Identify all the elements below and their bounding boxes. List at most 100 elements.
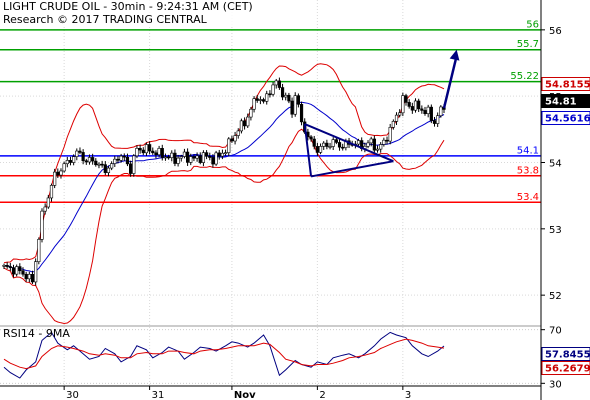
bollinger-lower-line [3,128,445,325]
candle-body-92 [293,95,297,115]
candle-body-89 [284,94,288,98]
bollinger-upper-line [3,63,445,264]
candle-body-10 [34,261,38,283]
price-badge-1-box [541,94,590,108]
candle-body-31 [100,163,104,166]
x-tick-label-4: 3 [405,390,411,400]
candle-body-127 [404,95,408,103]
candle-body-62 [198,155,202,163]
candle-body-80 [255,98,259,101]
candle-body-83 [265,93,269,102]
candle-body-45 [144,144,149,154]
rsi-panel-title: RSI14 - 9MA [3,327,70,340]
x-tick-label-3: 2 [319,390,325,400]
level-label-2: 55.22 [510,71,539,82]
candle-body-49 [157,148,161,156]
candle-body-2 [8,266,12,268]
rsi-y-tick-label-1: 30 [549,379,562,390]
x-tick-label-1: 31 [152,390,165,400]
rsi-series-line-1 [3,338,445,370]
candle-body-94 [299,104,304,123]
candle-body-41 [132,155,136,174]
candle-body-74 [236,130,240,136]
candle-body-3 [11,267,16,275]
candle-body-4 [15,266,19,275]
candle-body-93 [296,95,300,105]
candle-body-136 [432,120,437,124]
candle-body-88 [280,87,285,98]
candle-body-67 [214,152,218,165]
candle-body-28 [91,157,95,162]
y-tick-label-0: 56 [549,26,562,37]
candle-body-55 [176,157,180,164]
copyright-text: Research © 2017 TRADING CENTRAL [3,13,208,26]
candle-body-128 [407,102,411,107]
grid [0,0,541,386]
rsi-badge-0-box [541,347,590,361]
candle-body-79 [252,98,256,110]
indicators [3,63,445,325]
forecast-arrow-head [449,49,460,61]
candle-body-12 [40,210,44,240]
candle-body-82 [261,99,266,102]
header-bg [0,0,300,26]
candle-body-137 [436,115,440,124]
candle-body-132 [420,108,424,111]
candle-body-36 [116,158,120,161]
rsi-badge-0: 57.8455 [541,347,590,361]
level-label-4: 53.8 [517,165,539,176]
candle-body-61 [195,155,199,159]
levels: 56 55.7 55.22 54.1 53.8 53.4 [0,19,541,204]
candle-body-32 [103,164,107,173]
candle-body-135 [429,106,433,121]
candle-body-102 [325,142,329,147]
price-badge-0-box [541,77,590,91]
candle-body-34 [110,163,114,169]
y-tick-label-4: 52 [549,291,562,302]
candle-body-64 [204,152,209,157]
candle-body-54 [173,152,177,164]
candle-body-66 [211,157,215,165]
candle-body-85 [271,84,275,95]
candle-body-58 [185,151,190,163]
candle-body-7 [24,273,28,280]
candle-body-116 [369,138,373,144]
candle-body-27 [87,157,92,163]
candle-body-133 [423,110,427,114]
candle-body-125 [398,112,402,116]
candle-body-29 [94,160,98,166]
candle-body-101 [322,142,326,147]
level-label-1: 55.7 [517,39,539,50]
level-label-5: 53.4 [517,192,539,203]
candle-body-107 [341,146,345,149]
candle-body-30 [97,163,101,166]
candle-body-56 [179,156,183,159]
candle-body-60 [192,156,196,159]
x-tick-label-0: 30 [66,390,79,400]
candle-body-57 [182,151,187,157]
candle-body-99 [315,146,319,153]
candle-body-37 [119,155,123,161]
candle-body-75 [239,120,244,132]
candle-body-22 [72,156,76,163]
candle-body-68 [217,152,221,157]
candle-body-53 [170,152,174,159]
candle-body-14 [46,197,50,208]
candle-body-6 [21,270,25,275]
candle-body-131 [417,100,421,110]
y-tick-label-3: 53 [549,225,562,236]
candle-body-76 [242,120,247,127]
level-label-3: 54.1 [517,145,539,156]
candle-body-5 [18,266,22,272]
candle-body-87 [277,80,281,88]
forecast-arrow-shaft [442,55,458,109]
candle-body-43 [138,148,142,151]
rsi-badge-0-label: 57.8455 [545,350,590,361]
candle-body-77 [246,116,250,127]
candle-body-104 [331,139,335,147]
candle-body-33 [106,167,111,173]
candle-body-46 [148,144,152,152]
candle-body-78 [249,108,253,118]
candle-body-35 [113,158,117,164]
